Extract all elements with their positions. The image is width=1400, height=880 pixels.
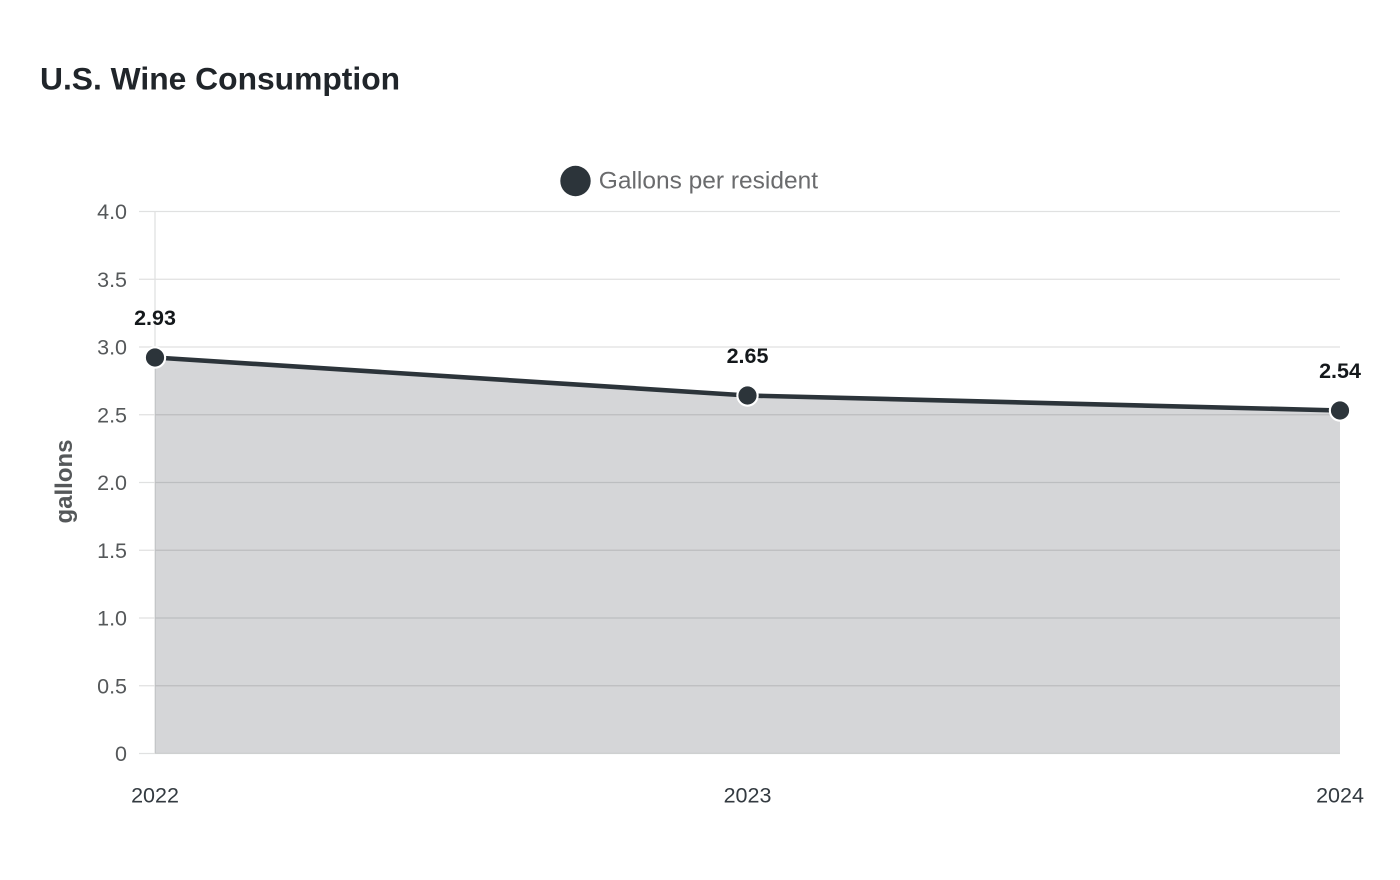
svg-text:0.5: 0.5	[97, 674, 127, 698]
svg-text:1.5: 1.5	[97, 539, 127, 563]
svg-text:gallons: gallons	[51, 439, 78, 523]
svg-text:Gallons per resident: Gallons per resident	[599, 168, 818, 195]
svg-text:2024: 2024	[1316, 784, 1364, 808]
svg-text:3.5: 3.5	[97, 268, 127, 292]
svg-text:4.0: 4.0	[97, 200, 127, 224]
svg-text:1.0: 1.0	[97, 607, 127, 631]
svg-text:2022: 2022	[131, 784, 179, 808]
svg-text:U.S. Wine Consumption: U.S. Wine Consumption	[40, 60, 400, 96]
svg-text:0: 0	[115, 742, 127, 766]
svg-text:2.0: 2.0	[97, 471, 127, 495]
svg-text:2.65: 2.65	[727, 344, 769, 368]
svg-text:2023: 2023	[724, 784, 772, 808]
svg-text:3.0: 3.0	[97, 336, 127, 360]
svg-text:2.54: 2.54	[1319, 359, 1361, 383]
svg-text:2.93: 2.93	[134, 306, 176, 330]
svg-text:2.5: 2.5	[97, 403, 127, 427]
